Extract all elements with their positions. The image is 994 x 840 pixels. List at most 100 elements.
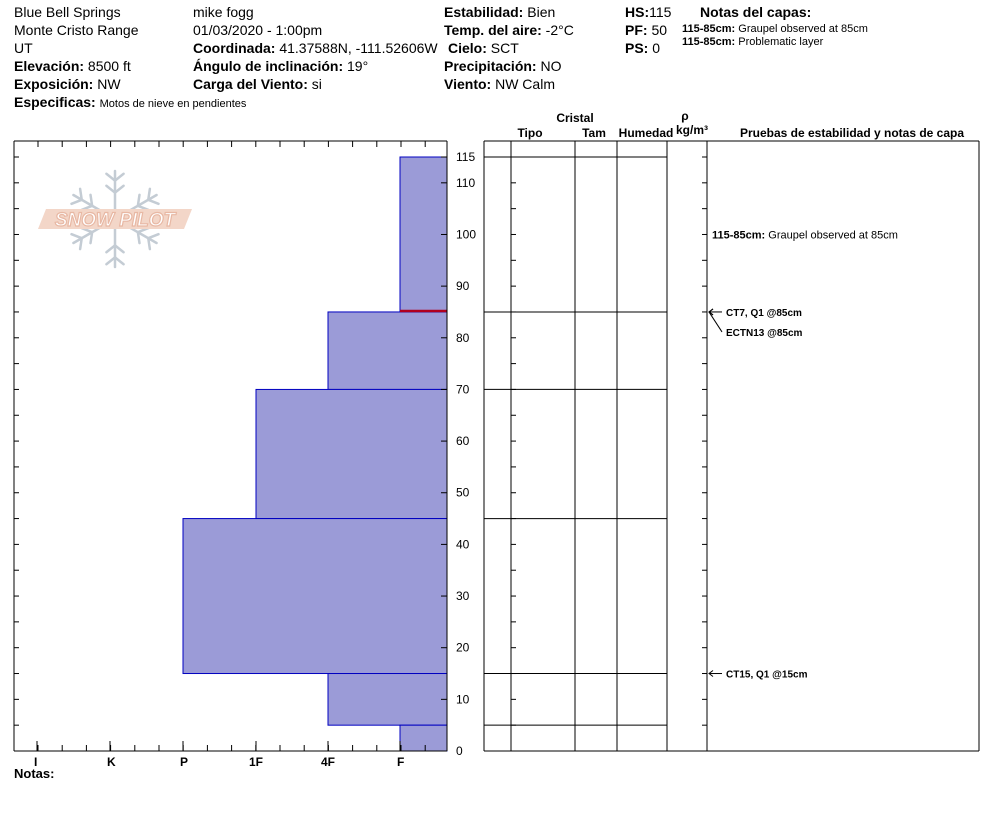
hardness-layer-0 [399,156,448,313]
ps-label: PS: [625,40,649,56]
logo-text: SNOW PILOT [55,210,177,231]
specifics-label: Especificas: [14,94,96,110]
depth-tick-label: 110 [456,176,475,190]
layer-note-1-range: 115-85cm: [682,23,736,35]
depth-tick-label: 50 [456,486,470,500]
state-name: UT [14,40,33,56]
depth-tick-label: 0 [456,744,463,758]
depth-tick-label: 100 [456,227,476,241]
precip-label: Precipitación: [444,58,537,74]
specifics-row: Especificas: Motos de nieve en pendiente… [14,93,246,113]
header-tests: Pruebas de estabilidad y notas de capa [740,126,964,140]
pf-value: 50 [651,22,668,38]
wind-row: Viento: NW Calm [444,75,555,93]
layer-annotation-range: 115-85cm: [712,229,765,241]
snowflake-branch [113,184,125,194]
aspect-value: NW [97,76,121,92]
header-rho: ρ [681,109,688,123]
snowflake-branch [70,198,83,206]
elevation-row: Elevación: 8500 ft [14,57,131,75]
hs-value: 115 [649,4,672,20]
depth-tick-label: 30 [456,589,470,603]
snowflake-branch [105,256,117,266]
ps-row: PS: 0 [625,39,660,57]
layer-note-2-range: 115-85cm: [682,36,736,48]
stability-row: Estabilidad: Bien [444,3,555,21]
header-density-unit: kg/m³ [676,123,708,137]
specifics-value: Motos de nieve en pendientes [99,98,247,110]
arrow-head-icon [708,670,714,677]
snowflake-branch [89,230,94,245]
layer-note-2-text: Problematic layer [738,36,824,48]
range-name: Monte Cristo Range [14,22,139,38]
snowflake-branch [105,184,117,194]
stability-test-label: ECTN13 @85cm [726,328,803,339]
depth-tick-label: 80 [456,331,470,345]
coordinates-row: Coordinada: 41.37588N, -111.52606W [193,39,438,57]
observation-datetime: 01/03/2020 - 1:00pm [193,22,323,38]
stability-test-label: CT7, Q1 @85cm [726,308,802,319]
header-tipo: Tipo [517,126,542,140]
wind-load-row: Carga del Viento: si [193,75,322,93]
snowflake-branch [105,244,117,254]
snowflake-branch [113,172,125,182]
elevation-value: 8500 ft [87,58,131,74]
aspect-row: Exposición: NW [14,75,121,93]
aspect-label: Exposición: [14,76,94,92]
air-temp-row: Temp. del aire: -2°C [444,21,574,39]
snowflake-branch [113,256,125,266]
hardness-axes: 0 10 20 30 40 50 60 70 80 90 100 110 115 I K P 1F 4F F [13,140,476,769]
hardness-layer-5 [399,724,448,752]
hardness-layer-3 [182,518,448,675]
slope-row: Ángulo de inclinación: 19° [193,57,368,75]
test-arrow-icon [708,311,723,333]
depth-tick-label: 115 [456,150,475,164]
hardness-layer-4 [327,673,448,726]
precip-row: Precipitación: NO [444,57,561,75]
depth-tick-label: 40 [456,537,470,551]
hardness-tick-label: 1F [249,755,263,769]
header-humedad: Humedad [619,126,674,140]
snowflake-branch [147,232,160,240]
stability-tests: 115-85cm: Graupel observed at 85cm CT7, Q… [708,229,898,681]
header-cristal: Cristal [556,111,593,125]
stability-test-label: CT15, Q1 @15cm [726,670,808,681]
layer-note-1-text: Graupel observed at 85cm [738,23,868,35]
layer-annotation-text: Graupel observed at 85cm [765,229,898,241]
sky-label: Cielo: [448,40,487,56]
logo-banner [38,209,192,229]
air-temp-label: Temp. del aire: [444,22,542,38]
snowflake-branch [105,172,117,182]
pf-label: PF: [625,22,648,38]
hardness-tick-label: F [397,755,404,769]
layer-notes-title-text: Notas del capas: [700,4,812,20]
snowflake-branch [136,230,141,245]
snowpilot-logo: SNOW PILOT [38,209,192,232]
hs-row: HS:115 [625,3,671,21]
header-tam: Tam [582,126,606,140]
snowflake-branch [89,193,94,208]
layer-table: Cristal Tipo Tam Humedad ρkg/m³ Pruebas de es… [483,109,980,752]
pf-row: PF: 50 [625,21,667,39]
location-name: Blue Bell Springs [14,4,121,20]
stability-label: Estabilidad: [444,4,524,20]
hardness-tick-label: I [34,755,37,769]
hs-label: HS: [625,4,650,20]
snowflake-branch [147,187,152,202]
precip-value: NO [540,58,562,74]
slope-value: 19° [347,58,369,74]
snowflake-branch [147,236,152,251]
snowflake-branch [78,236,83,251]
hardness-layer-2 [255,388,448,520]
depth-tick-label: 90 [456,279,470,293]
layer-annotation: 115-85cm: Graupel observed at 85cm [712,229,898,241]
depth-tick-label: 70 [456,382,470,396]
notes-label: Notas: [14,766,55,781]
observer-name: mike fogg [193,4,254,20]
snowflake-branch [113,244,125,254]
ps-value: 0 [652,40,661,56]
wind-label: Viento: [444,76,492,92]
depth-tick-label: 20 [456,641,470,655]
coordinates-value: 41.37588N, -111.52606W [279,40,438,56]
